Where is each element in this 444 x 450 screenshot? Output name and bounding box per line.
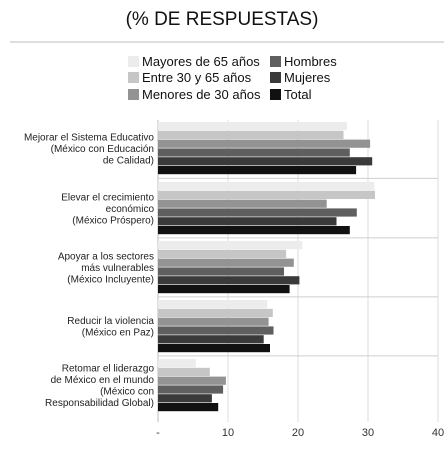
legend-swatch — [270, 56, 281, 67]
bar — [158, 300, 268, 309]
x-axis-ticks: - 10 20 30 40 — [156, 427, 444, 439]
bar — [158, 190, 375, 199]
category-label-line: (México con Educación — [51, 144, 154, 155]
bar — [158, 122, 347, 131]
bar — [158, 367, 210, 376]
category-label-line: Retomar el liderazgo — [62, 364, 155, 375]
bar — [158, 359, 196, 368]
legend-label: Total — [284, 87, 312, 102]
legend-label: Mujeres — [284, 70, 331, 85]
bar-group — [158, 182, 438, 239]
category-label-line: económico — [106, 204, 155, 215]
category-label-line: Responsabilidad Global) — [45, 398, 154, 409]
category-label-line: Elevar el crecimiento — [61, 192, 154, 203]
bar — [158, 148, 350, 157]
x-tick-label: 40 — [432, 427, 444, 439]
x-tick-label: - — [156, 427, 160, 439]
category-label-line: (México con — [100, 387, 154, 398]
legend-item: Total — [270, 87, 312, 102]
bar-group — [158, 241, 438, 298]
category-label-line: de Calidad) — [103, 155, 154, 166]
bar — [158, 285, 290, 294]
bar — [158, 199, 327, 208]
bar — [158, 394, 212, 403]
bar — [158, 403, 219, 412]
category-labels: Mejorar el Sistema Educativo (México con … — [24, 132, 155, 409]
bar — [158, 139, 371, 148]
legend-label: Entre 30 y 65 años — [142, 70, 252, 85]
bar — [158, 241, 303, 250]
legend-item: Entre 30 y 65 años — [128, 70, 252, 85]
category-label: Apoyar a los sectores más vulnerables (Méx… — [58, 251, 154, 285]
bar — [158, 226, 350, 235]
bar — [158, 157, 373, 166]
x-tick-label: 30 — [362, 427, 374, 439]
bar — [158, 249, 287, 258]
category-label-line: (México Incluyente) — [67, 274, 154, 285]
legend-item: Mujeres — [270, 70, 331, 85]
bar — [158, 335, 264, 344]
category-label-line: más vulnerables — [81, 263, 154, 274]
legend-swatch — [128, 72, 139, 83]
category-label-line: (México en Paz) — [82, 328, 154, 339]
legend-label: Mayores de 65 años — [142, 54, 260, 69]
bar — [158, 182, 375, 191]
bar — [158, 385, 224, 394]
bar — [158, 217, 337, 226]
bar-groups — [158, 122, 438, 412]
bar — [158, 376, 226, 385]
bar — [158, 166, 357, 175]
category-label-line: Apoyar a los sectores — [58, 251, 154, 262]
legend-item: Menores de 30 años — [128, 87, 261, 102]
category-label-line: (México Próspero) — [72, 215, 154, 226]
bar — [158, 344, 270, 353]
legend-item: Mayores de 65 años — [128, 54, 260, 69]
legend-swatch — [128, 56, 139, 67]
x-tick-label: 10 — [222, 427, 234, 439]
bar-group — [158, 122, 438, 179]
legend-swatch — [270, 72, 281, 83]
bar — [158, 208, 357, 217]
bar — [158, 276, 300, 285]
category-label-line: Mejorar el Sistema Educativo — [24, 132, 154, 143]
category-label: Mejorar el Sistema Educativo (México con … — [24, 132, 154, 166]
bar — [158, 258, 294, 267]
category-label-line: de México en el mundo — [51, 375, 155, 386]
bar — [158, 326, 274, 335]
chart-title: (% DE RESPUESTAS) — [126, 9, 319, 30]
x-tick-label: 20 — [292, 427, 304, 439]
category-label: Retomar el liderazgo de México en el mund… — [45, 364, 154, 410]
legend-swatch — [128, 89, 139, 100]
legend-label: Hombres — [284, 54, 337, 69]
bar-group — [158, 359, 226, 412]
legend-item: Hombres — [270, 54, 337, 69]
category-label: Reducir la violencia (México en Paz) — [67, 316, 154, 339]
bar — [158, 130, 344, 139]
bar-group — [158, 300, 438, 357]
bar — [158, 308, 273, 317]
category-label: Elevar el crecimiento económico (México Pr… — [61, 192, 154, 226]
category-label-line: Reducir la violencia — [67, 316, 154, 327]
legend-label: Menores de 30 años — [142, 87, 261, 102]
bar — [158, 267, 284, 276]
legend-swatch — [270, 89, 281, 100]
bar — [158, 317, 269, 326]
